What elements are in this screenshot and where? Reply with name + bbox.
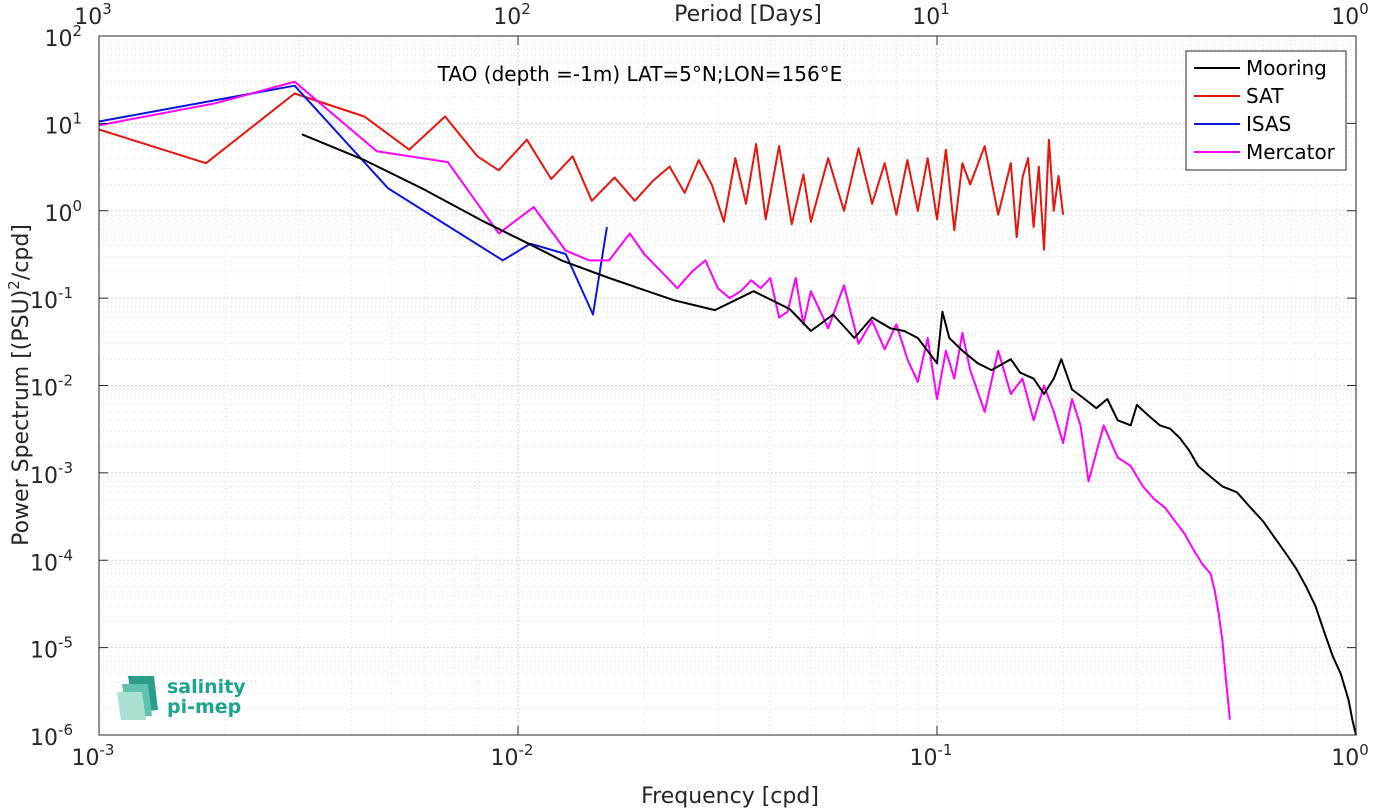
y-axis-label: Power Spectrum [(PSU)2/cpd]: [5, 224, 34, 546]
top-tick-label: 101: [912, 0, 950, 30]
y-tick-label: 10-4: [30, 546, 73, 576]
series-line-isas: [98, 84, 608, 316]
logo-wave-front: [117, 692, 146, 720]
logo-text-salinity: salinity: [167, 676, 246, 698]
legend: Mooring SAT ISAS Mercator: [1185, 50, 1347, 171]
legend-label-sat: SAT: [1246, 84, 1284, 108]
legend-label-mooring: Mooring: [1246, 56, 1327, 80]
legend-label-isas: ISAS: [1246, 112, 1291, 136]
legend-label-mercator: Mercator: [1246, 140, 1336, 164]
tick-marks: [98, 35, 1357, 736]
minor-grid: [99, 36, 1356, 735]
logo-mark: [117, 676, 158, 720]
x-tick-labels: 10-3 10-2 10-1 100: [72, 741, 1369, 771]
y-tick-label: 10-5: [30, 634, 73, 664]
x-tick-label: 10-2: [491, 741, 534, 771]
y-tick-label: 100: [44, 197, 82, 227]
chart-title: TAO (depth =-1m) LAT=5°N;LON=156°E: [437, 62, 843, 86]
series-line-sat: [98, 92, 1065, 251]
top-tick-label: 100: [1331, 0, 1369, 30]
x-tick-label: 10-3: [72, 741, 115, 771]
salinity-pi-mep-logo: salinity pi-mep: [117, 676, 246, 720]
x-tick-label: 10-1: [910, 741, 953, 771]
y-tick-label: 10-3: [30, 459, 73, 489]
series-line-mercator: [98, 80, 1231, 720]
legend-box: [1185, 50, 1347, 171]
legend-items: Mooring SAT ISAS Mercator: [1194, 56, 1336, 164]
y-tick-label: 101: [44, 109, 82, 139]
y-tick-labels: 102 101 100 10-1 10-2 10-3 10-4 10-5 10-6: [30, 22, 82, 751]
logo-text-pi-mep: pi-mep: [167, 696, 241, 718]
y-tick-label: 10-6: [30, 721, 73, 751]
x-axis-label: Frequency [cpd]: [641, 784, 819, 809]
y-tick-label: 10-2: [30, 372, 73, 402]
y-tick-label: 10-1: [30, 284, 73, 314]
top-tick-labels: 103 102 101 100: [74, 0, 1369, 30]
series-line-mooring: [301, 133, 1357, 736]
top-tick-label: 103: [74, 0, 112, 30]
top-tick-label: 102: [493, 0, 531, 30]
top-axis-label: Period [Days]: [674, 2, 822, 27]
series-layer: [98, 80, 1357, 736]
x-tick-label: 100: [1331, 741, 1369, 771]
y-tick-label: 102: [44, 22, 82, 52]
